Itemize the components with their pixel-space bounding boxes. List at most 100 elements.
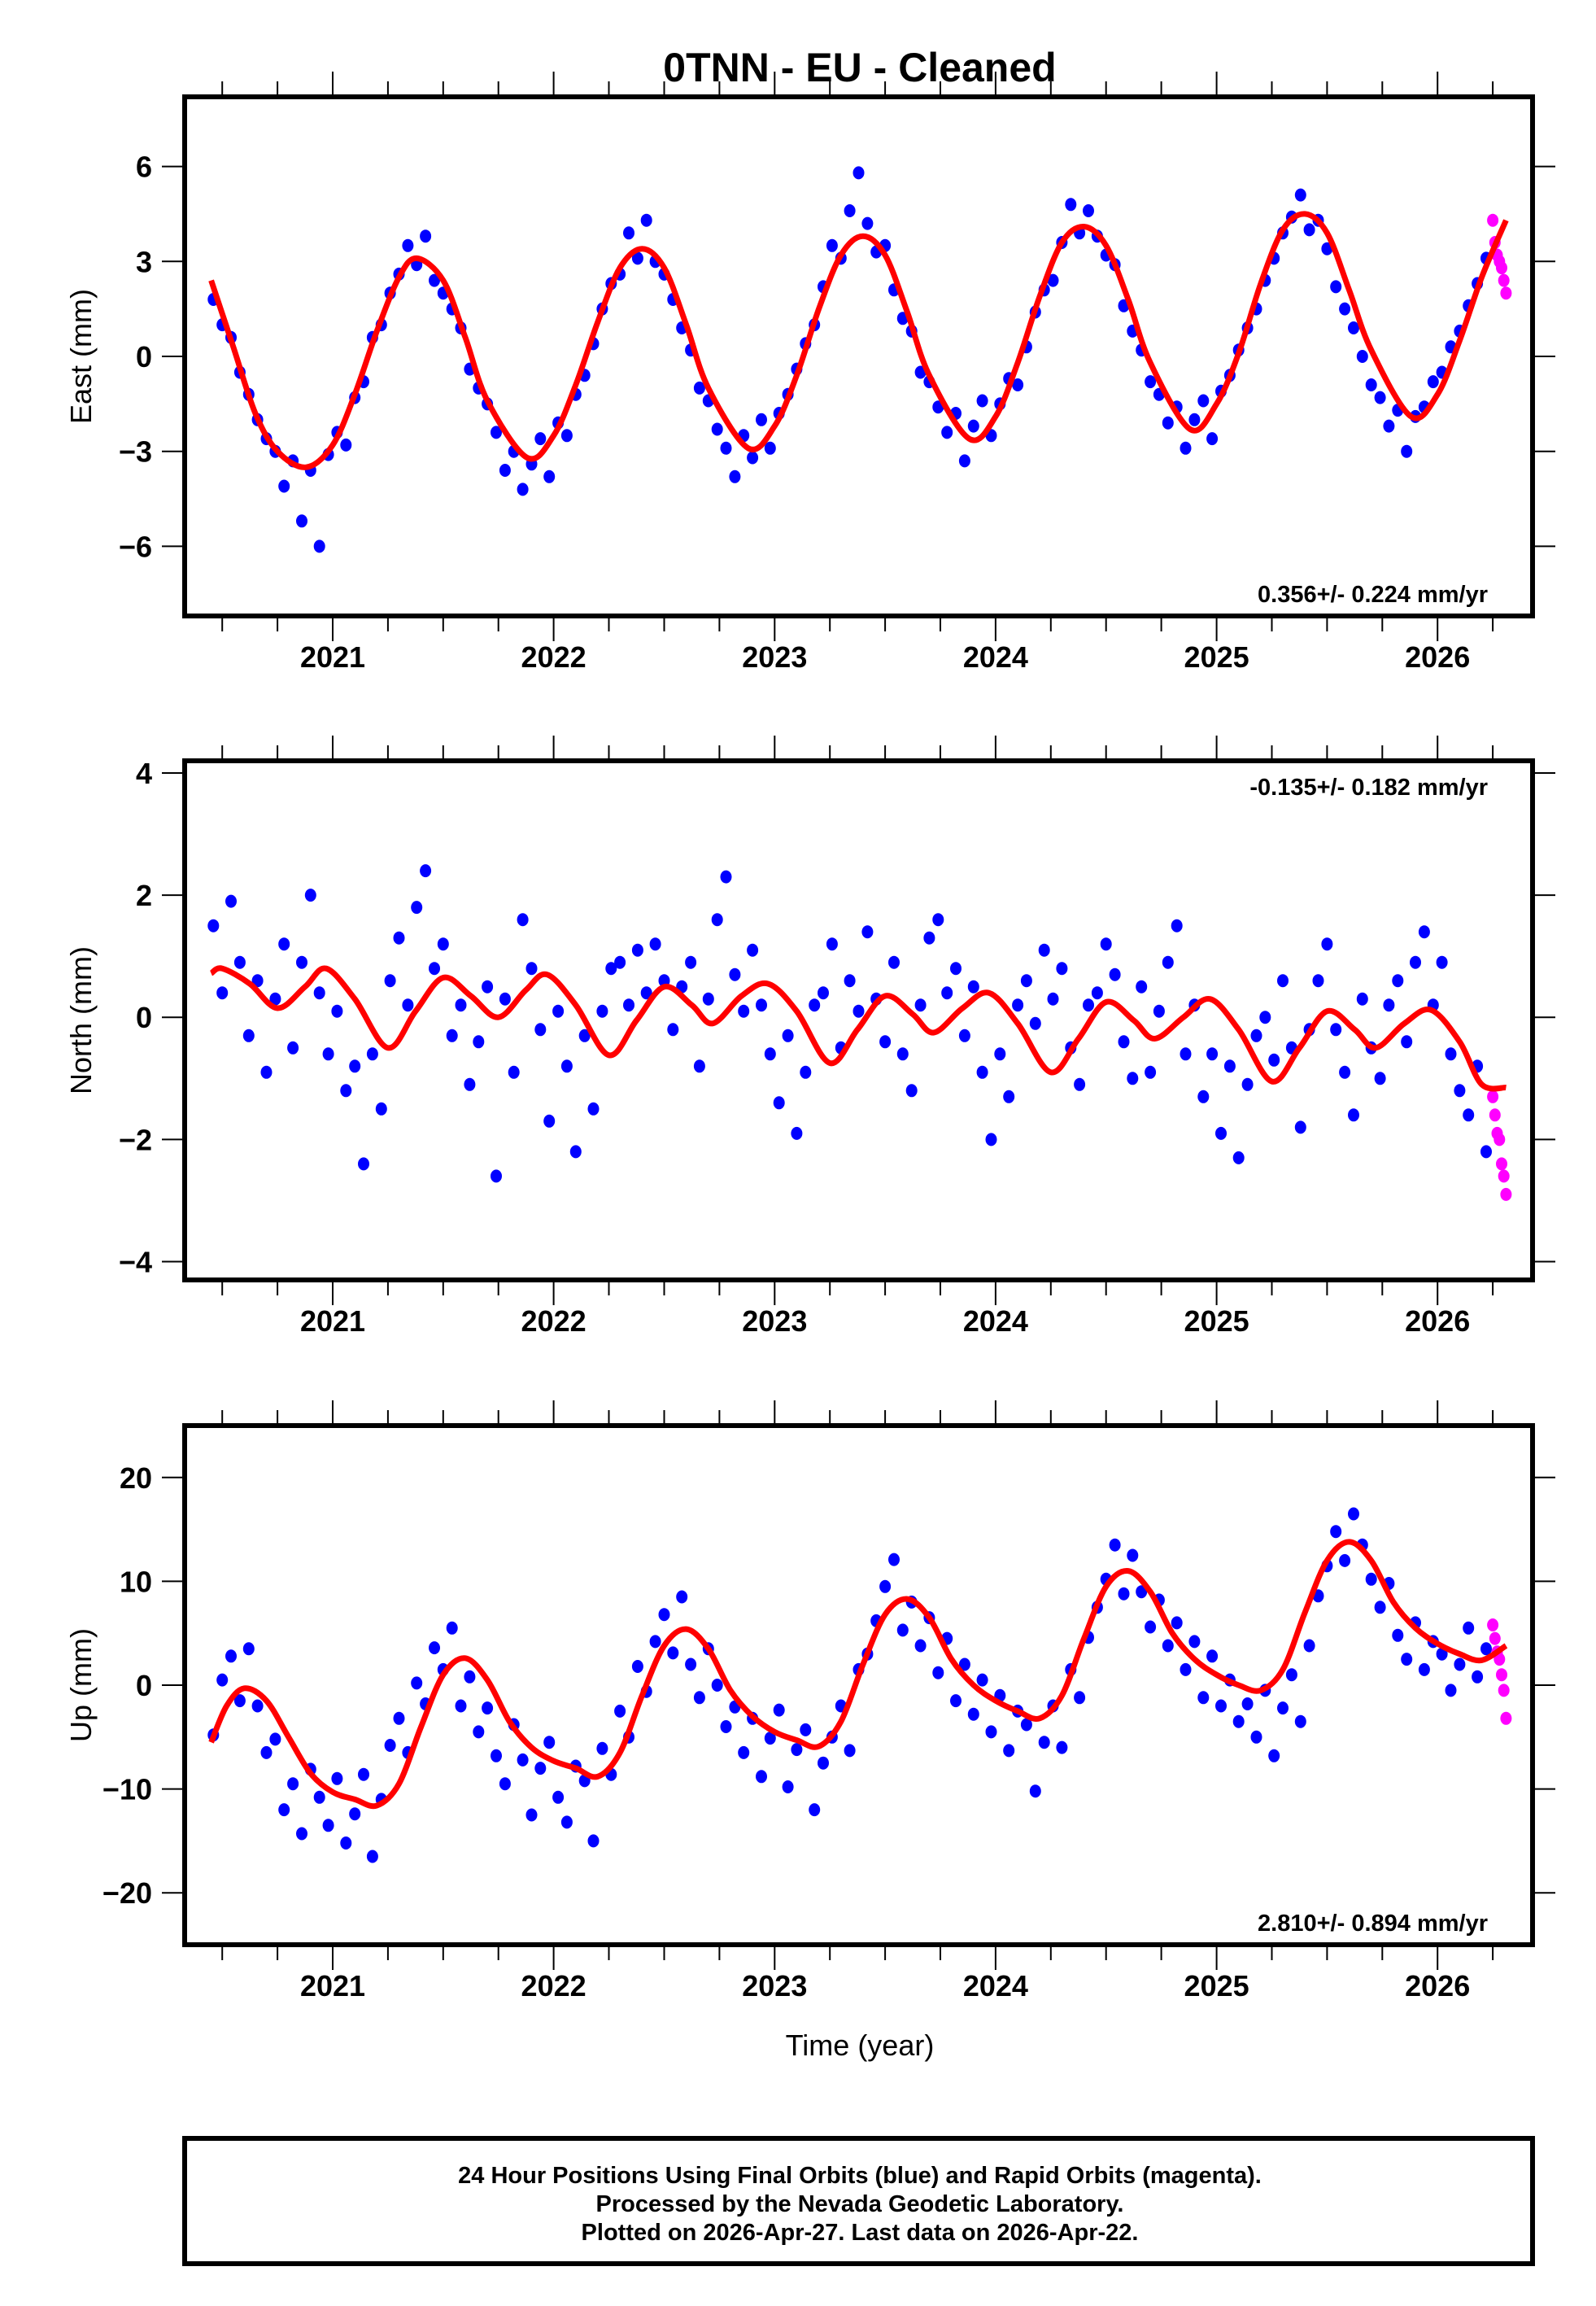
final-orbit-point xyxy=(1118,1587,1130,1601)
final-orbit-point xyxy=(826,238,838,252)
final-orbit-point xyxy=(1180,1047,1192,1061)
final-orbit-point xyxy=(950,962,962,976)
final-orbit-point xyxy=(1171,919,1183,932)
final-orbit-point xyxy=(1232,1714,1245,1728)
x-tick-label: 2026 xyxy=(1405,1304,1470,1338)
final-orbit-point xyxy=(1127,1072,1139,1085)
x-tick-label: 2024 xyxy=(963,640,1028,674)
final-orbit-point xyxy=(402,998,414,1012)
final-orbit-point xyxy=(1472,1670,1484,1684)
final-orbit-point xyxy=(420,864,432,878)
final-orbit-point xyxy=(1047,273,1059,287)
final-orbit-point xyxy=(1003,1744,1015,1758)
final-orbit-point xyxy=(667,1023,679,1037)
y-tick-label: 3 xyxy=(136,245,152,278)
final-orbit-point xyxy=(534,432,547,446)
final-orbit-point xyxy=(278,1803,290,1817)
final-orbit-point xyxy=(747,451,759,465)
final-orbit-point xyxy=(331,1771,343,1785)
final-orbit-point xyxy=(446,1029,458,1042)
final-orbit-point xyxy=(631,251,643,265)
x-tick-label: 2025 xyxy=(1184,1304,1249,1338)
rapid-orbit-point xyxy=(1496,1157,1507,1171)
final-orbit-point xyxy=(1321,937,1333,951)
final-orbit-point xyxy=(499,992,511,1006)
final-orbit-point xyxy=(491,1749,502,1762)
final-orbit-point xyxy=(800,1723,812,1736)
final-orbit-point xyxy=(1118,1035,1130,1049)
final-orbit-point xyxy=(923,931,935,945)
final-orbit-point xyxy=(888,1553,900,1566)
final-orbit-point xyxy=(967,419,979,433)
final-orbit-point xyxy=(1480,1642,1492,1656)
north-rapid-orbit-points xyxy=(1487,1090,1512,1201)
final-orbit-point xyxy=(720,441,732,455)
final-orbit-point xyxy=(985,1133,997,1146)
east-final-orbit-points xyxy=(207,166,1492,553)
final-orbit-point xyxy=(366,1047,378,1061)
final-orbit-point xyxy=(1038,1736,1050,1749)
final-orbit-point xyxy=(1188,1635,1201,1649)
final-orbit-point xyxy=(358,1157,369,1171)
final-orbit-point xyxy=(464,1077,476,1091)
final-orbit-point xyxy=(720,870,732,884)
final-orbit-point xyxy=(1020,1718,1032,1732)
final-orbit-point xyxy=(1038,943,1050,957)
final-orbit-point xyxy=(729,967,741,981)
final-orbit-point xyxy=(1356,992,1368,1006)
final-orbit-point xyxy=(552,1004,565,1018)
rapid-orbit-point xyxy=(1496,261,1507,275)
final-orbit-point xyxy=(1029,1016,1041,1030)
final-orbit-point xyxy=(818,1756,829,1770)
final-orbit-point xyxy=(1215,1699,1227,1713)
final-orbit-point xyxy=(1418,925,1430,939)
final-orbit-point xyxy=(242,1642,255,1656)
rapid-orbit-point xyxy=(1500,1187,1512,1201)
final-orbit-point xyxy=(233,1694,246,1708)
up-rapid-orbit-points xyxy=(1487,1618,1512,1725)
final-orbit-point xyxy=(366,1850,378,1863)
up-plot-frame xyxy=(182,1423,1535,1947)
final-orbit-point xyxy=(711,913,723,927)
final-orbit-point xyxy=(623,998,634,1012)
final-orbit-point xyxy=(1285,1668,1297,1682)
final-orbit-point xyxy=(932,913,944,927)
final-orbit-point xyxy=(693,1691,705,1705)
final-orbit-point xyxy=(782,1780,794,1793)
final-orbit-point xyxy=(896,1623,909,1637)
final-orbit-point xyxy=(1356,350,1368,363)
final-orbit-point xyxy=(809,998,821,1012)
final-orbit-point xyxy=(508,1065,520,1079)
final-orbit-point xyxy=(738,1004,750,1018)
x-tick-label: 2021 xyxy=(300,640,365,674)
final-orbit-point xyxy=(340,1084,352,1098)
final-orbit-point xyxy=(225,1649,237,1663)
final-orbit-point xyxy=(1445,1684,1457,1697)
final-orbit-point xyxy=(720,1720,732,1733)
final-orbit-point xyxy=(375,1102,387,1116)
final-orbit-point xyxy=(260,1745,273,1759)
final-orbit-point xyxy=(756,1770,767,1784)
final-orbit-point xyxy=(1145,375,1157,389)
final-orbit-point xyxy=(861,216,874,230)
final-orbit-point xyxy=(1383,419,1395,433)
final-orbit-point xyxy=(349,1807,361,1821)
rapid-orbit-point xyxy=(1494,1133,1506,1146)
final-orbit-point xyxy=(941,986,953,1000)
final-orbit-point xyxy=(605,962,617,976)
x-tick-label: 2024 xyxy=(963,1304,1028,1338)
final-orbit-point xyxy=(464,1670,476,1684)
final-orbit-point xyxy=(216,1673,229,1687)
final-orbit-point xyxy=(393,931,405,945)
final-orbit-point xyxy=(1348,1507,1359,1521)
final-orbit-point xyxy=(420,229,432,243)
final-orbit-point xyxy=(269,992,281,1006)
final-orbit-point xyxy=(818,986,829,1000)
final-orbit-point xyxy=(278,937,290,951)
rapid-orbit-point xyxy=(1498,1684,1510,1697)
final-orbit-point xyxy=(1374,1601,1386,1614)
final-orbit-point xyxy=(1145,1065,1157,1079)
y-tick-label: 20 xyxy=(120,1461,152,1495)
final-orbit-point xyxy=(1401,1035,1413,1049)
final-orbit-point xyxy=(384,974,396,988)
